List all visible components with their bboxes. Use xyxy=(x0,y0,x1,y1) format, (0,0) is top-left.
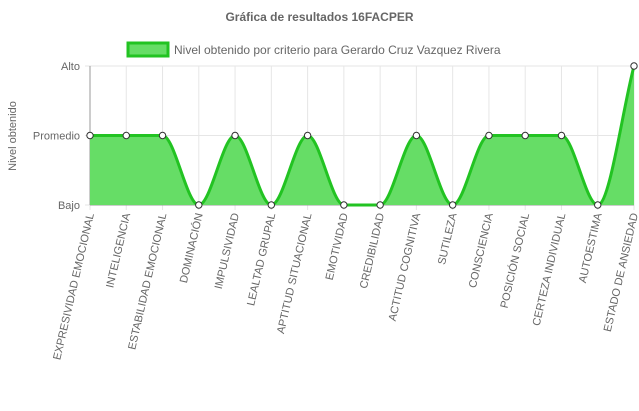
legend-label: Nivel obtenido por criterio para Gerardo… xyxy=(174,43,501,57)
x-tick-label: AUTOESTIMA xyxy=(577,211,605,284)
y-tick-label: Alto xyxy=(61,61,80,73)
x-tick-label: ESTADO DE ANSIEDAD xyxy=(602,212,639,333)
data-point[interactable] xyxy=(376,201,384,209)
data-point[interactable] xyxy=(448,201,457,209)
x-tick-label: ESTABILIDAD EMOCIONAL xyxy=(126,212,169,351)
data-point[interactable] xyxy=(267,201,276,209)
data-point[interactable] xyxy=(86,131,94,140)
x-tick-label: LEALTAD GRUPAL xyxy=(245,212,278,307)
y-tick-label: Promedio xyxy=(33,131,80,143)
x-tick-label: APTITUD SITUACIONAL xyxy=(275,212,314,335)
data-point[interactable] xyxy=(557,131,566,140)
x-tick-label: CERTEZA INDIVIDUAL xyxy=(531,212,569,327)
x-tick-label: SUTILEZA xyxy=(436,211,460,266)
data-point[interactable] xyxy=(521,131,529,140)
data-point[interactable] xyxy=(195,201,203,209)
data-point[interactable] xyxy=(485,131,493,140)
y-tick-labels: Bajo Promedio Alto xyxy=(33,61,80,212)
series-line xyxy=(89,65,636,207)
data-point[interactable] xyxy=(303,131,312,140)
x-tick-label: CREDIBILIDAD xyxy=(358,212,387,290)
x-tick-label: INTELIGENCIA xyxy=(104,211,133,289)
data-point[interactable] xyxy=(412,131,421,140)
data-point[interactable] xyxy=(231,131,239,140)
data-point[interactable] xyxy=(594,201,602,209)
x-tick-label: ACTITUD COGNITIVA xyxy=(387,211,424,322)
y-tick-label: Bajo xyxy=(58,200,80,212)
series-area xyxy=(90,66,634,205)
x-tick-label: DOMINACIÓN xyxy=(177,212,206,285)
data-point[interactable] xyxy=(340,201,348,209)
x-tick-label: CONSCIENCIA xyxy=(467,211,496,289)
x-tick-label: IMPULSIVIDAD xyxy=(213,212,242,290)
data-point[interactable] xyxy=(630,62,638,70)
series xyxy=(86,62,638,209)
x-tick-label: EXPRESIVIDAD EMOCIONAL xyxy=(51,212,97,361)
data-point[interactable] xyxy=(122,131,130,140)
data-point[interactable] xyxy=(158,131,167,140)
chart-title: Gráfica de resultados 16FACPER xyxy=(225,10,413,24)
legend-swatch xyxy=(126,41,170,58)
x-tick-label: POSICIÓN SOCIAL xyxy=(498,212,533,310)
x-tick-labels: EXPRESIVIDAD EMOCIONAL INTELIGENCIAESTABI… xyxy=(51,211,639,361)
x-tick-label: EMOTIVIDAD xyxy=(324,212,351,281)
y-axis-label: Nivel obtenido xyxy=(7,101,19,171)
legend[interactable]: Nivel obtenido por criterio para Gerardo… xyxy=(126,41,501,58)
